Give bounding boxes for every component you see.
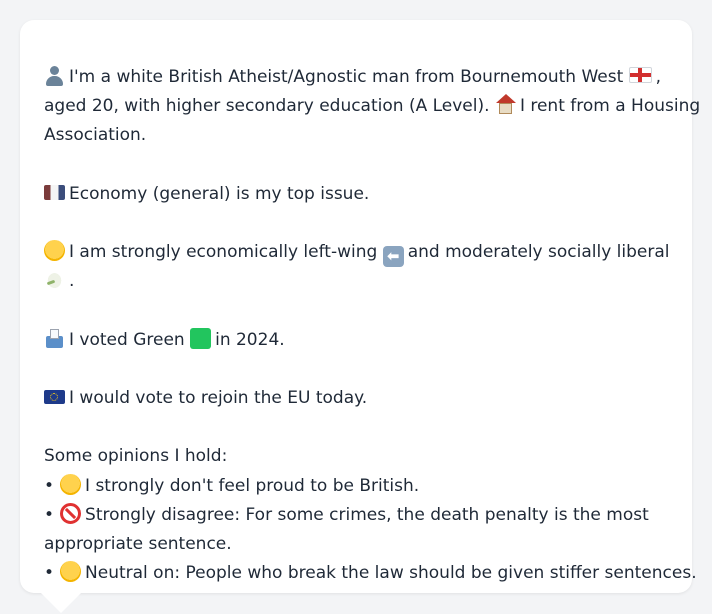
prohibited-icon (60, 502, 82, 524)
intro-text-1a: I'm a white British Atheist/Agnostic man… (69, 67, 624, 87)
green-square-icon (190, 327, 212, 349)
bubble-tail (40, 592, 82, 613)
opinion-item-2: • Strongly disagree: For some crimes, the… (44, 501, 668, 530)
thinking-face-icon (44, 240, 65, 262)
opinion-text-2b: appropriate sentence. (44, 534, 232, 554)
person-icon (44, 65, 65, 86)
banknote-icon (44, 184, 65, 200)
vote-text-a: I voted Green (69, 329, 185, 350)
intro-line-3: Association. (44, 121, 668, 150)
eu-line: I would vote to rejoin the EU today. (44, 384, 668, 413)
opinion-text-1: I strongly don't feel proud to be Britis… (85, 475, 420, 496)
dove-icon (44, 269, 65, 291)
top-issue-line: Economy (general) is my top issue. (44, 180, 668, 209)
ideology-text-1b: and moderately socially liberal (407, 242, 670, 263)
eu-text: I would vote to rejoin the EU today. (69, 388, 368, 409)
intro-line-1: I'm a white British Atheist/Agnostic man… (44, 63, 668, 92)
top-issue-text: Economy (general) is my top issue. (69, 183, 370, 204)
ideology-line-2: . (44, 267, 668, 296)
england-flag-icon (628, 67, 652, 83)
neutral-face-icon (60, 561, 82, 583)
persona-message-bubble: I'm a white British Atheist/Agnostic man… (20, 20, 700, 593)
left-arrow-icon: ⬅ (382, 246, 404, 268)
opinion-item-2-cont: appropriate sentence. (44, 530, 668, 559)
ideology-text-1a: I am strongly economically left-wing (69, 242, 378, 263)
opinions-heading: Some opinions I hold: (44, 442, 668, 471)
ideology-line-1: I am strongly economically left-wing ⬅ an… (44, 238, 670, 268)
intro-text-3: Association. (44, 125, 147, 146)
ideology-text-2: . (69, 271, 75, 292)
intro-text-1b: , (655, 67, 662, 87)
intro-text-2a: aged 20, with higher secondary education… (44, 96, 490, 117)
bullet: • (44, 563, 55, 584)
vote-line: I voted Green in 2024. (44, 326, 668, 355)
disappointed-face-icon (60, 473, 82, 495)
intro-text-2b: I rent from a Housing (519, 96, 701, 117)
opinions-heading-text: Some opinions I hold: (44, 446, 228, 467)
opinion-text-3: Neutral on: People who break the law sho… (85, 563, 697, 584)
vote-text-b: in 2024. (215, 329, 285, 350)
bullet: • (44, 475, 55, 496)
opinion-item-3: • Neutral on: People who break the law sh… (44, 559, 697, 588)
house-icon (495, 94, 516, 115)
bullet: • (44, 504, 55, 525)
opinion-item-1: • I strongly don't feel proud to be Briti… (44, 472, 668, 501)
intro-line-2: aged 20, with higher secondary education… (44, 92, 700, 121)
eu-flag-icon (44, 390, 65, 405)
opinion-text-2a: Strongly disagree: For some crimes, the … (85, 504, 649, 525)
ballot-box-icon (44, 328, 65, 349)
